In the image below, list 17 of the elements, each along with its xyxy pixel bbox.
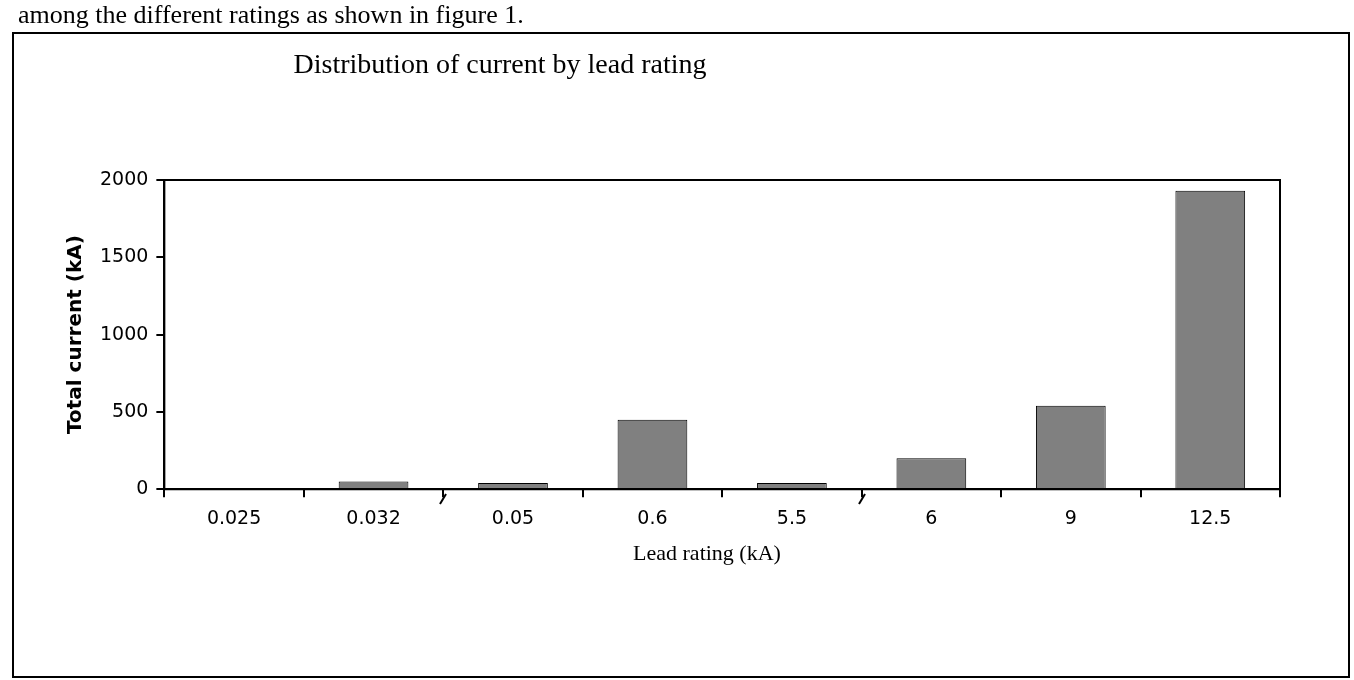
x-tick-label: 6 xyxy=(925,505,938,528)
y-tick-label: 2000 xyxy=(99,166,149,189)
x-tick-label: 12.5 xyxy=(1189,505,1232,528)
y-tick-label: 500 xyxy=(112,398,149,421)
y-axis-title: Total current (kA) xyxy=(62,235,87,435)
x-tick-label: 9 xyxy=(1064,505,1077,528)
x-tick-label: 0.032 xyxy=(346,505,401,528)
y-tick-label: 0 xyxy=(136,476,149,499)
y-tick-label: 1000 xyxy=(99,321,149,344)
x-axis-title: Lead rating (kA) xyxy=(632,540,782,566)
x-tick-label: 0.6 xyxy=(637,505,668,528)
chart-title: Distribution of current by lead rating xyxy=(292,48,708,80)
text: among the different ratings as shown in figure 1. xyxy=(18,0,524,30)
x-tick-label: 0.05 xyxy=(491,505,535,528)
x-tick-label: 0.025 xyxy=(206,505,262,528)
y-tick-label: 1500 xyxy=(99,244,149,267)
x-tick-label: 5.5 xyxy=(776,505,808,528)
